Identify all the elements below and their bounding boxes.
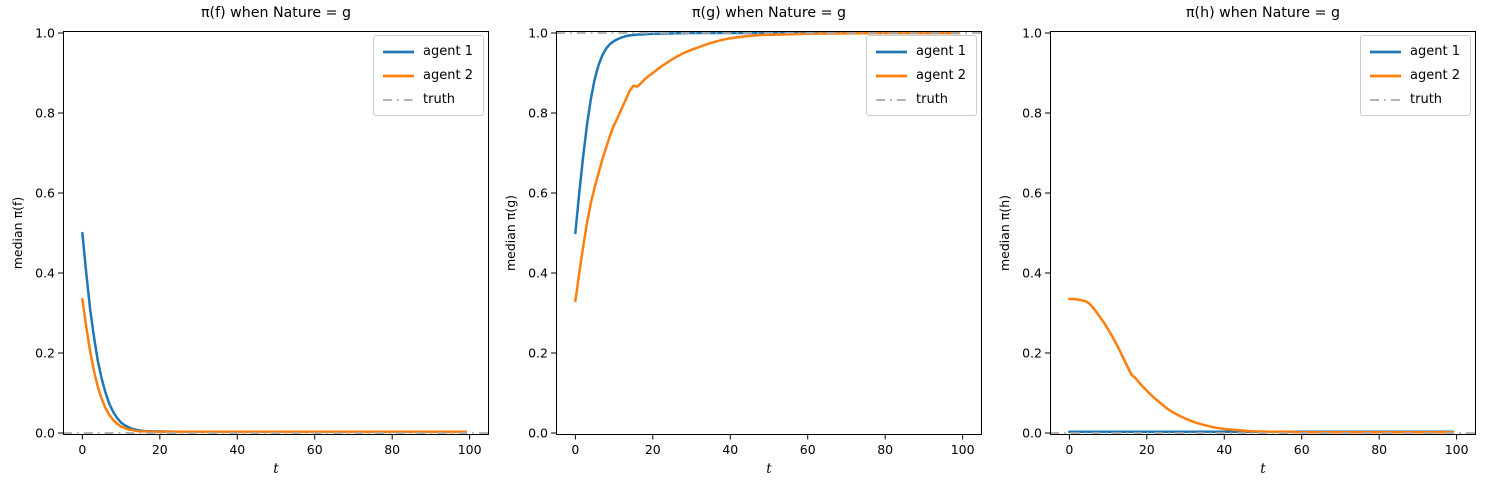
axes-frame: [556, 31, 982, 435]
legend-item-label: agent 1: [1410, 44, 1460, 59]
x-tick-label: 40: [229, 442, 245, 457]
y-tick-label: 1.0: [528, 25, 548, 40]
legend-item-label: truth: [916, 92, 949, 107]
legend: agent 1 agent 2 truth: [373, 35, 484, 116]
y-tick-label: 0.6: [528, 185, 548, 200]
x-tick-label: 100: [951, 442, 975, 457]
y-tick-label: 1.0: [1022, 25, 1042, 40]
y-tick-label: 0.4: [1022, 265, 1042, 280]
legend-item: agent 1: [383, 42, 473, 61]
legend: agent 1 agent 2 truth: [1360, 35, 1471, 116]
legend-item-label: agent 1: [423, 44, 473, 59]
legend-line-swatch: [383, 98, 415, 101]
y-tick-label: 0.6: [1022, 185, 1042, 200]
legend-line-swatch: [1370, 74, 1402, 77]
x-tick-label: 60: [800, 442, 816, 457]
x-tick-label: 80: [1371, 442, 1387, 457]
x-tick-label: 0: [78, 442, 86, 457]
series-line-agent-1: [81, 231, 468, 434]
legend-item-label: truth: [423, 92, 456, 107]
legend-item-label: agent 2: [916, 68, 966, 83]
x-axis-label: t: [273, 461, 279, 477]
legend-line-swatch: [383, 50, 415, 53]
legend-item: truth: [876, 90, 966, 109]
legend-item: truth: [383, 90, 473, 109]
x-tick-label: 20: [645, 442, 661, 457]
legend-line-swatch: [876, 98, 908, 101]
plot-area: 0 20 40 60 80 100 0.0 0.2 0.4 0.6 0.8 1.0: [1022, 25, 1476, 457]
legend-line-swatch: [1370, 98, 1402, 101]
legend-item: agent 2: [876, 66, 966, 85]
x-axis-label: t: [766, 461, 772, 477]
plot-area: 0 20 40 60 80 100 0.0 0.2 0.4 0.6 0.8 1.0: [528, 25, 982, 457]
plot-area: 0 20 40 60 80 100 0.0 0.2 0.4 0.6 0.8 1.0: [35, 25, 489, 457]
legend-item: agent 2: [383, 66, 473, 85]
legend-line-swatch: [876, 50, 908, 53]
subplot-pi-g: π(g) when Nature = g median π(g) 0 20 40 60…: [503, 0, 982, 490]
legend-item: agent 1: [876, 42, 966, 61]
legend-line-swatch: [383, 74, 415, 77]
axes-frame: [63, 31, 489, 435]
legend-item-label: truth: [1410, 92, 1443, 107]
x-tick-label: 100: [1445, 442, 1469, 457]
x-tick-label: 100: [458, 442, 482, 457]
plot-title: π(g) when Nature = g: [692, 5, 846, 21]
x-tick-label: 60: [307, 442, 323, 457]
y-tick-label: 0.8: [35, 105, 55, 120]
series-line-agent-2: [574, 31, 961, 303]
x-tick-label: 60: [1294, 442, 1310, 457]
legend-item-label: agent 2: [1410, 68, 1460, 83]
legend: agent 1 agent 2 truth: [866, 35, 977, 116]
x-tick-label: 40: [722, 442, 738, 457]
y-tick-label: 0.4: [35, 265, 55, 280]
legend-item-label: agent 2: [423, 68, 473, 83]
x-tick-label: 0: [1065, 442, 1073, 457]
legend-item: agent 2: [1370, 66, 1460, 85]
y-tick-label: 0.6: [35, 185, 55, 200]
y-tick-label: 0.0: [35, 425, 55, 440]
x-tick-label: 80: [877, 442, 893, 457]
y-tick-label: 0.0: [1022, 425, 1042, 440]
subplot-pi-f: π(f) when Nature = g median π(f) 0 20 40 60…: [10, 0, 489, 490]
x-tick-label: 80: [384, 442, 400, 457]
series-line-agent-1: [574, 31, 961, 235]
plot-title: π(f) when Nature = g: [201, 5, 351, 21]
y-tick-label: 1.0: [35, 25, 55, 40]
series-line-agent-2: [81, 297, 468, 434]
subplot-pi-h: π(h) when Nature = g median π(h) 0 20 40 60…: [997, 0, 1476, 490]
x-axis-label: t: [1260, 461, 1266, 477]
legend-item: agent 1: [1370, 42, 1460, 61]
axes-frame: [1050, 31, 1476, 435]
legend-item: truth: [1370, 90, 1460, 109]
y-tick-label: 0.2: [35, 345, 55, 360]
y-axis-label: median π(g): [503, 194, 518, 272]
y-tick-label: 0.0: [528, 425, 548, 440]
legend-line-swatch: [1370, 50, 1402, 53]
y-axis-label: median π(h): [997, 194, 1012, 272]
y-tick-label: 0.8: [1022, 105, 1042, 120]
y-tick-label: 0.8: [528, 105, 548, 120]
x-tick-label: 20: [1139, 442, 1155, 457]
x-tick-label: 0: [571, 442, 579, 457]
y-tick-label: 0.2: [528, 345, 548, 360]
x-tick-label: 40: [1216, 442, 1232, 457]
legend-item-label: agent 1: [916, 44, 966, 59]
y-tick-label: 0.2: [1022, 345, 1042, 360]
plot-title: π(h) when Nature = g: [1186, 5, 1340, 21]
legend-line-swatch: [876, 74, 908, 77]
series-line-agent-2: [1068, 297, 1455, 434]
x-tick-label: 20: [152, 442, 168, 457]
y-axis-label: median π(f): [10, 196, 25, 270]
y-tick-label: 0.4: [528, 265, 548, 280]
